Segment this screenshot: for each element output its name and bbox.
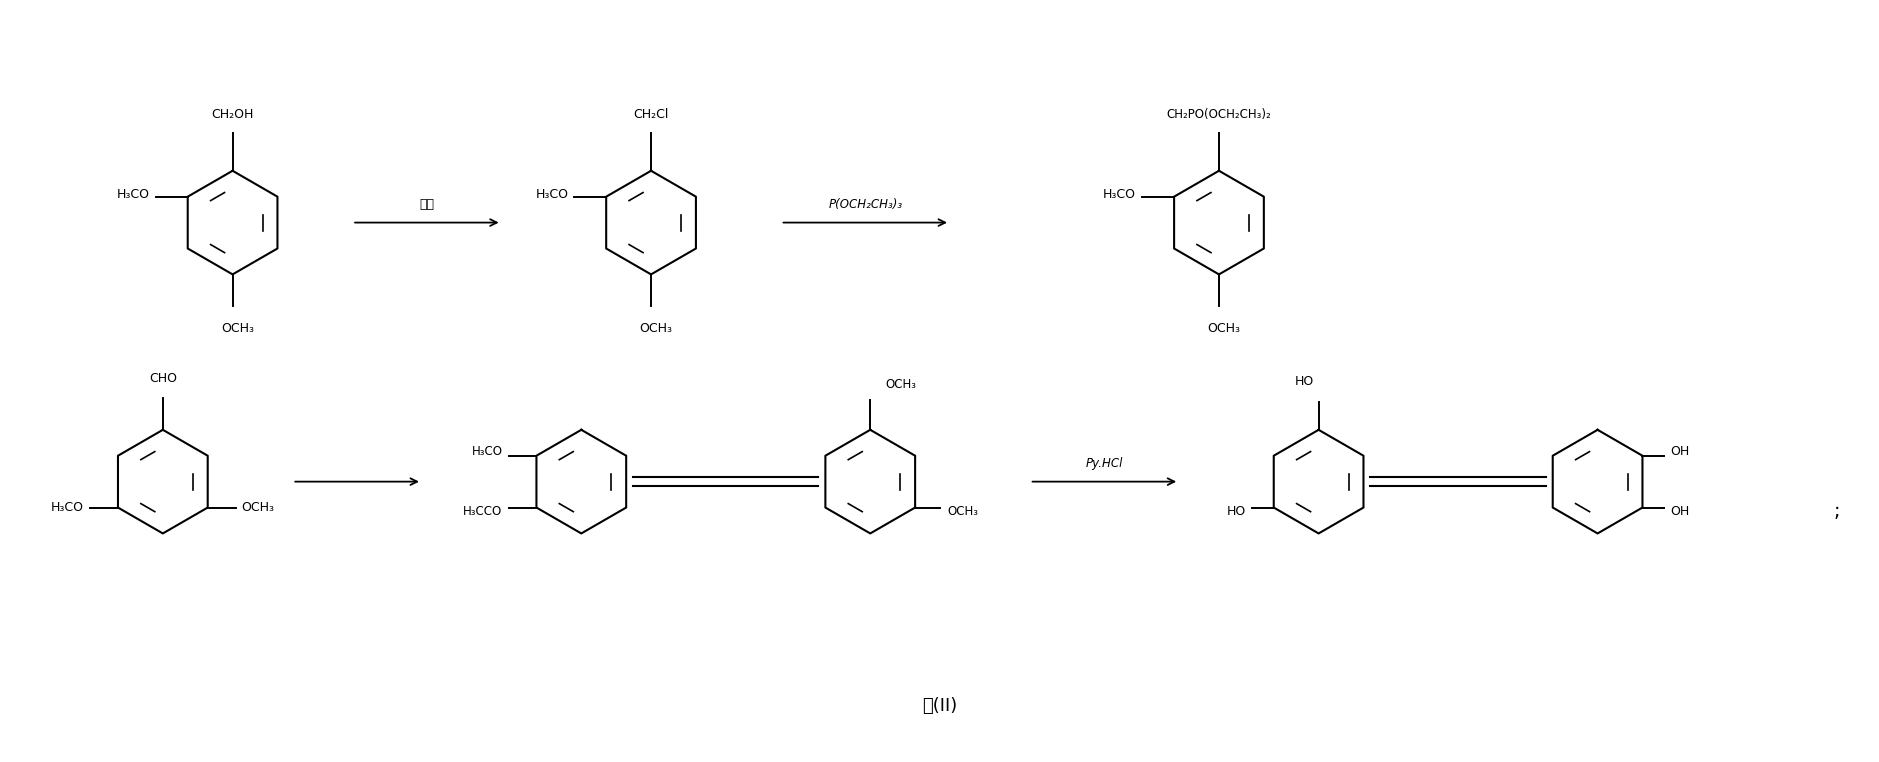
- Text: P(OCH₂CH₃)₃: P(OCH₂CH₃)₃: [829, 198, 902, 211]
- Text: H₃CO: H₃CO: [116, 188, 150, 201]
- Text: HO: HO: [1227, 505, 1246, 518]
- Text: OCH₃: OCH₃: [885, 379, 917, 392]
- Text: OCH₃: OCH₃: [639, 322, 673, 335]
- Text: 式(II): 式(II): [923, 696, 958, 715]
- Text: H₃CCO: H₃CCO: [464, 505, 502, 518]
- Text: CHO: CHO: [148, 372, 177, 385]
- Text: OCH₃: OCH₃: [222, 322, 254, 335]
- Text: OCH₃: OCH₃: [947, 505, 977, 518]
- Text: ;: ;: [1834, 502, 1840, 521]
- Text: CH₂PO(OCH₂CH₃)₂: CH₂PO(OCH₂CH₃)₂: [1167, 108, 1272, 121]
- Text: 氯代: 氯代: [419, 198, 434, 211]
- Text: OH: OH: [1670, 505, 1689, 518]
- Text: CH₂OH: CH₂OH: [212, 108, 254, 121]
- Text: H₃CO: H₃CO: [51, 501, 85, 514]
- Text: H₃CO: H₃CO: [472, 445, 502, 458]
- Text: H₃CO: H₃CO: [1103, 188, 1137, 201]
- Text: CH₂Cl: CH₂Cl: [633, 108, 669, 121]
- Text: OCH₃: OCH₃: [242, 501, 274, 514]
- Text: HO: HO: [1295, 375, 1313, 388]
- Text: Py.HCl: Py.HCl: [1086, 457, 1124, 470]
- Text: OCH₃: OCH₃: [1208, 322, 1240, 335]
- Text: H₃CO: H₃CO: [536, 188, 567, 201]
- Text: OH: OH: [1670, 445, 1689, 458]
